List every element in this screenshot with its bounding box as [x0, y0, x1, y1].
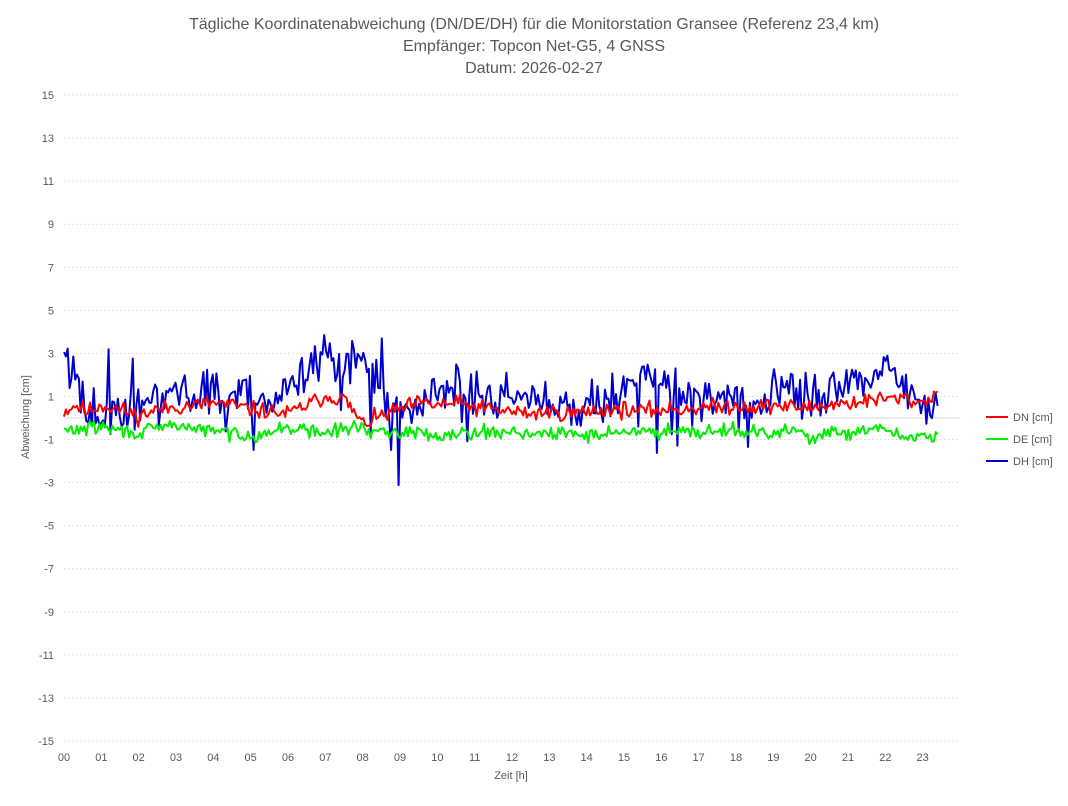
y-tick-label: 15 — [42, 90, 54, 102]
y-tick-label: -11 — [39, 650, 54, 662]
x-tick-label: 11 — [469, 752, 480, 764]
chart-title-line-2: Empfänger: Topcon Net-G5, 4 GNSS — [403, 38, 665, 55]
x-tick-label: 22 — [879, 752, 891, 764]
x-tick-label: 08 — [357, 752, 369, 764]
x-axis-ticks: 00 01 02 03 04 05 06 07 08 09 10 11 12 13 14 15 16 17 18 19… — [58, 752, 929, 764]
x-tick-label: 04 — [207, 752, 219, 764]
legend-item-de: DE [cm] — [986, 434, 1052, 446]
x-tick-label: 06 — [282, 752, 294, 764]
x-tick-label: 17 — [693, 752, 705, 764]
x-tick-label: 10 — [431, 752, 443, 764]
y-tick-label: -1 — [44, 435, 54, 447]
legend-item-dh: DH [cm] — [986, 456, 1053, 468]
series-line-de — [63, 419, 939, 446]
x-tick-label: 07 — [319, 752, 331, 764]
legend-label: DN [cm] — [1013, 412, 1053, 424]
legend-item-dn: DN [cm] — [986, 412, 1053, 424]
x-tick-label: 09 — [394, 752, 406, 764]
x-tick-label: 19 — [767, 752, 779, 764]
chart-title-line-3: Datum: 2026-02-27 — [465, 60, 603, 77]
y-tick-label: 5 — [48, 305, 54, 317]
x-tick-label: 15 — [618, 752, 630, 764]
y-axis-ticks: 15 13 11 9 7 5 3 1 -1 -3 -5 -7 -9 -11 -13 -15 — [38, 90, 54, 748]
x-tick-label: 13 — [543, 752, 555, 764]
y-tick-label: -9 — [44, 607, 54, 619]
x-tick-label: 01 — [95, 752, 107, 764]
x-tick-label: 14 — [581, 752, 593, 764]
legend-label: DH [cm] — [1013, 456, 1053, 468]
y-tick-label: -13 — [38, 693, 54, 705]
chart-title-line-1: Tägliche Koordinatenabweichung (DN/DE/DH… — [189, 16, 879, 33]
x-tick-label: 18 — [730, 752, 742, 764]
x-tick-label: 00 — [58, 752, 70, 764]
y-axis-label: Abweichung [cm] — [20, 375, 32, 459]
legend-label: DE [cm] — [1013, 434, 1052, 446]
y-tick-label: 7 — [48, 262, 54, 274]
gridlines — [64, 94, 960, 742]
x-axis-label: Zeit [h] — [494, 770, 528, 782]
y-tick-label: -7 — [44, 564, 54, 576]
series-lines — [63, 334, 939, 487]
x-tick-label: 21 — [842, 752, 854, 764]
x-tick-label: 16 — [655, 752, 667, 764]
x-tick-label: 05 — [245, 752, 257, 764]
series-line-dn — [63, 390, 939, 428]
x-tick-label: 02 — [133, 752, 145, 764]
y-tick-label: 3 — [48, 348, 54, 360]
y-tick-label: 1 — [48, 391, 54, 403]
x-tick-label: 23 — [917, 752, 929, 764]
y-tick-label: -15 — [38, 736, 54, 748]
x-tick-label: 12 — [506, 752, 518, 764]
x-tick-label: 20 — [805, 752, 817, 764]
y-tick-label: 13 — [42, 133, 54, 145]
y-tick-label: 11 — [43, 176, 54, 188]
y-tick-label: -5 — [44, 521, 54, 533]
y-tick-label: -3 — [44, 478, 54, 490]
legend: DN [cm] DE [cm] DH [cm] — [986, 412, 1053, 468]
y-tick-label: 9 — [48, 219, 54, 231]
x-tick-label: 03 — [170, 752, 182, 764]
